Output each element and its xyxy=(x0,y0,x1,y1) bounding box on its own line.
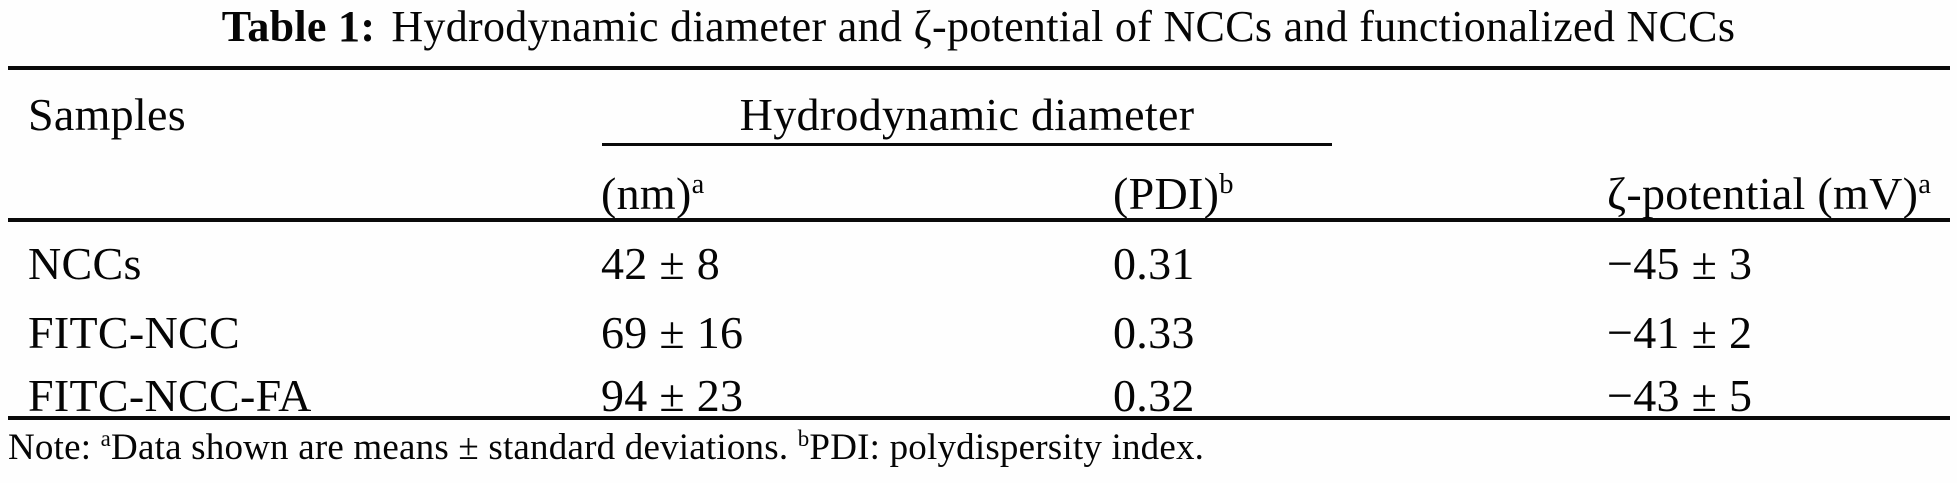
zeta-header-base: ζ-potential (mV) xyxy=(1607,168,1919,219)
note-text-b: PDI: polydispersity index. xyxy=(809,427,1205,468)
table-note: Note: aData shown are means ± standard d… xyxy=(8,426,1205,468)
cell-nm: 69 ± 16 xyxy=(601,307,744,358)
cell-sample: FITC-NCC-FA xyxy=(28,370,312,421)
cell-nm: 42 ± 8 xyxy=(601,238,721,289)
table-title-text: Hydrodynamic diameter and ζ-potential of… xyxy=(391,2,1736,51)
cell-zeta: −41 ± 2 xyxy=(1607,307,1753,358)
note-prefix: Note: xyxy=(8,427,101,468)
pdi-header-base: (PDI) xyxy=(1113,168,1220,219)
cell-nm: 94 ± 23 xyxy=(601,370,744,421)
top-rule xyxy=(8,66,1950,70)
table-title-label: Table 1: xyxy=(221,2,376,51)
cell-pdi: 0.33 xyxy=(1113,307,1195,358)
cell-zeta: −45 ± 3 xyxy=(1607,238,1753,289)
column-header-pdi: (PDI)b xyxy=(1113,168,1234,219)
table-title: Table 1: Hydrodynamic diameter and ζ-pote… xyxy=(0,5,1957,49)
cell-pdi: 0.31 xyxy=(1113,238,1195,289)
cell-sample: NCCs xyxy=(28,238,142,289)
cell-pdi: 0.32 xyxy=(1113,370,1195,421)
bottom-rule xyxy=(8,416,1950,420)
mid-rule xyxy=(8,218,1950,222)
nm-header-base: (nm) xyxy=(601,168,692,219)
column-header-samples: Samples xyxy=(28,89,186,140)
spanner-rule xyxy=(602,143,1332,146)
column-header-nm: (nm)a xyxy=(601,168,705,219)
column-header-zeta-potential: ζ-potential (mV)a xyxy=(1607,168,1932,219)
cell-zeta: −43 ± 5 xyxy=(1607,370,1753,421)
spanner-header-hydrodynamic-diameter: Hydrodynamic diameter xyxy=(739,89,1195,140)
note-text-a: Data shown are means ± standard deviatio… xyxy=(111,427,798,468)
cell-sample: FITC-NCC xyxy=(28,307,240,358)
